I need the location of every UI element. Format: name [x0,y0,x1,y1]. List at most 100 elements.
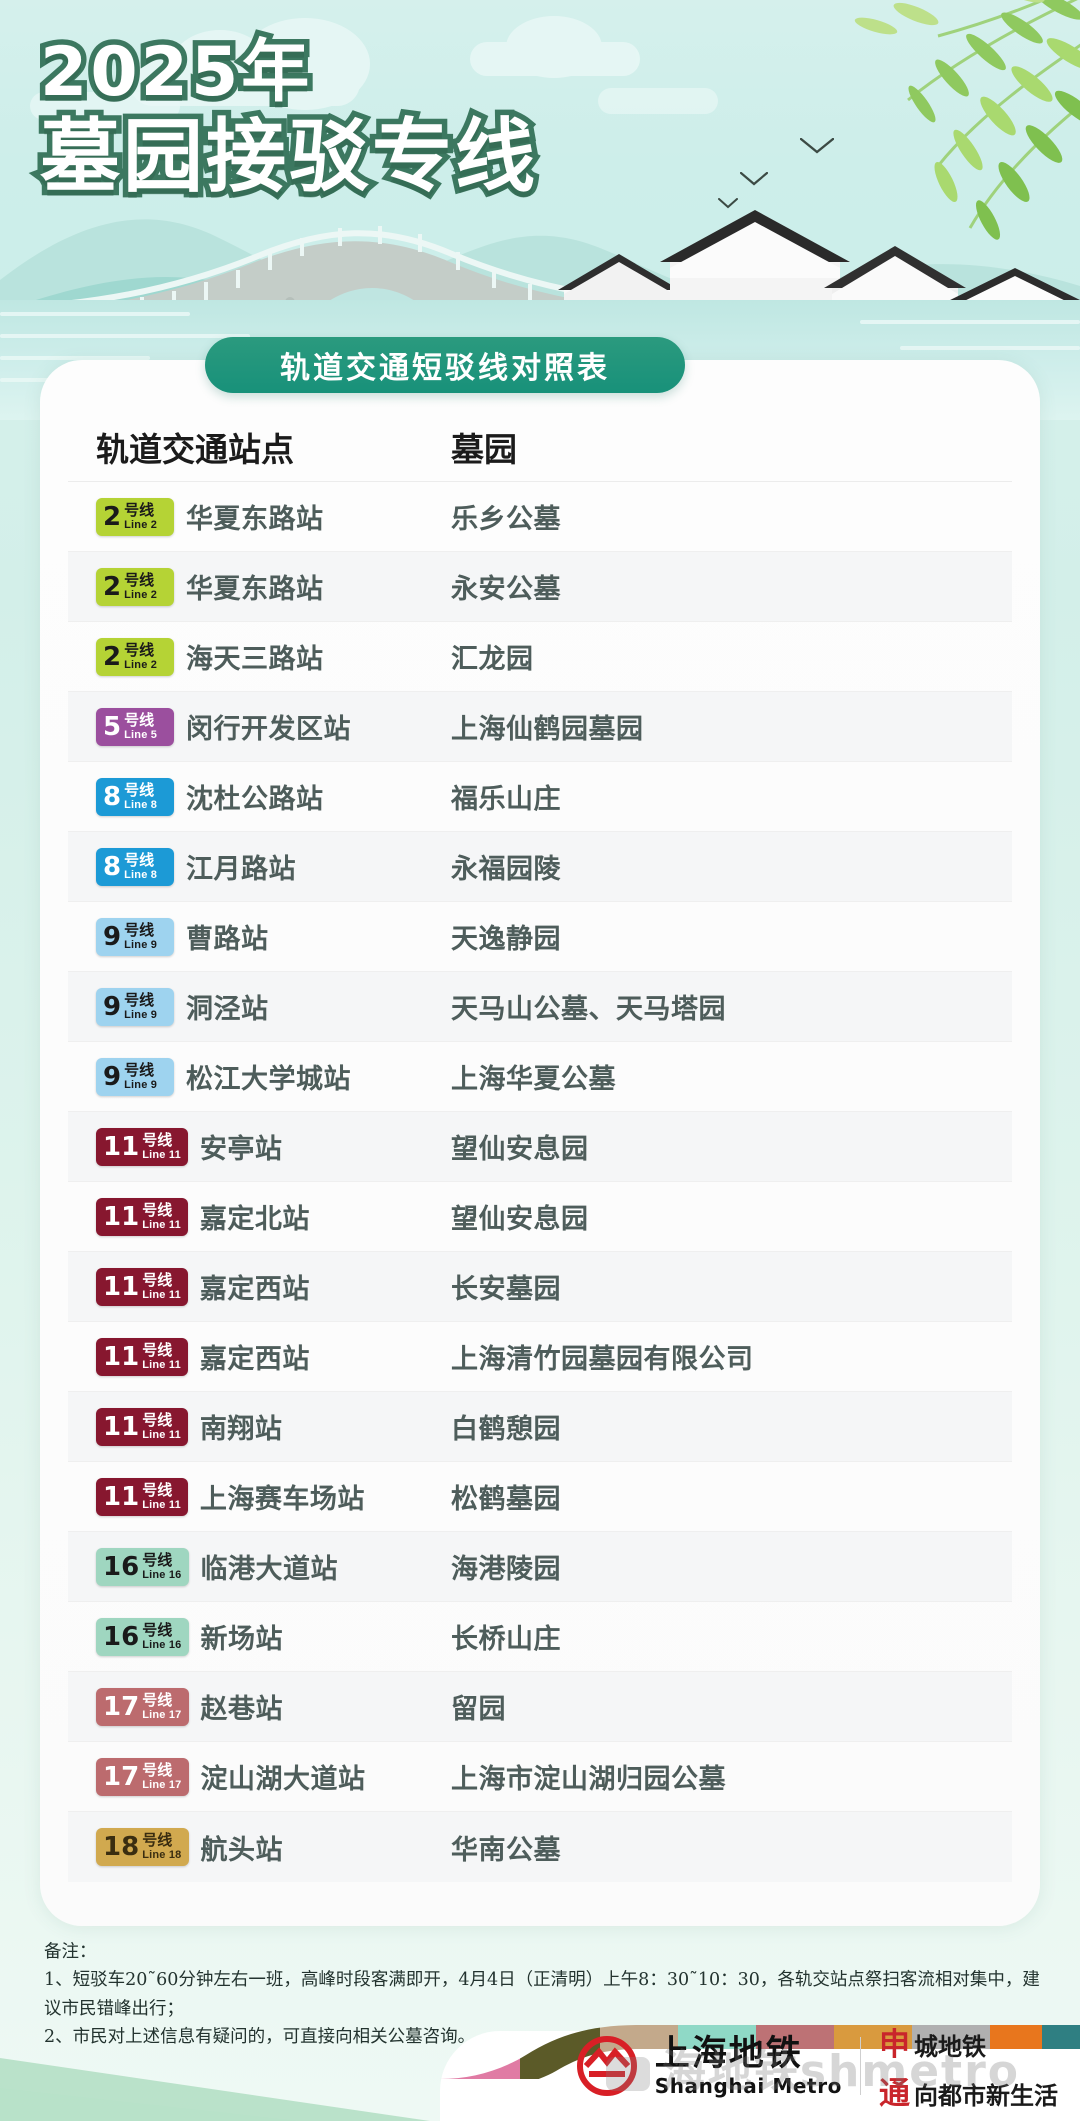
line-badge-text: 号线 Line 5 [124,713,157,741]
cell-cemetery: 上海清竹园墓园有限公司 [451,1337,984,1376]
line-badge-cn: 号线 [142,1832,173,1849]
cell-cemetery: 望仙安息园 [451,1197,984,1236]
line-badge-cn: 号线 [124,991,155,1009]
line-badge-number: 9 [103,1061,122,1092]
cemetery-name: 天马山公墓、天马塔园 [451,994,726,1025]
station-name: 赵巷站 [200,1694,283,1725]
cemetery-name: 上海仙鹤园墓园 [451,714,644,745]
line-badge-number: 16 [103,1551,140,1582]
line-badge-text: 号线 Line 11 [142,1343,181,1371]
line-badge-text: 号线 Line 8 [124,853,157,881]
cell-cemetery: 长桥山庄 [451,1617,984,1656]
cell-station: 2 号线 Line 2 华夏东路站 [96,567,451,606]
cell-station: 5 号线 Line 5 闵行开发区站 [96,707,451,746]
cemetery-name: 松鹤墓园 [451,1484,561,1515]
cell-station: 16 号线 Line 16 新场站 [96,1617,451,1656]
table-row: 18 号线 Line 18 航头站 华南公墓 [68,1812,1012,1882]
cemetery-name: 永福园陵 [451,854,561,885]
watermark-badge-icon [606,2057,650,2091]
slogan-text-2: 向都市新生活 [914,2081,1058,2110]
station-name: 航头站 [200,1834,283,1866]
cemetery-name: 福乐山庄 [451,784,561,815]
line-badge-en: Line 11 [142,1218,181,1231]
table-row: 9 号线 Line 9 曹路站 天逸静园 [68,902,1012,972]
station-name: 松江大学城站 [186,1064,351,1095]
line-badge-en: Line 17 [142,1708,182,1721]
line-badge-cn: 号线 [124,711,155,729]
station-name: 华夏东路站 [186,504,324,535]
title-line-main: 墓园接驳专线 [35,109,541,203]
station-name: 闵行开发区站 [186,714,351,745]
table-body: 2 号线 Line 2 华夏东路站 乐乡公墓 2 号线 Line 2 华夏东路站 永安公墓 2 号线 L… [68,482,1012,1882]
metro-slogan: 申 城地铁 通 向都市新生活 [879,2019,1058,2113]
line-badge-number: 8 [103,851,122,882]
bird-icon [740,172,768,188]
line-badge-cn: 号线 [142,1201,173,1219]
column-header-cemetery: 墓园 [451,430,517,469]
line-badge-text: 号线 Line 11 [142,1273,181,1301]
table-row: 11 号线 Line 11 南翔站 白鹤憩园 [68,1392,1012,1462]
station-name: 江月路站 [186,854,296,885]
line-badge-text: 号线 Line 9 [124,993,157,1021]
line-badge-en: Line 11 [142,1498,181,1511]
cell-station: 11 号线 Line 11 嘉定西站 [96,1337,451,1376]
line-badge-icon: 9 号线 Line 9 [96,917,174,956]
table-row: 16 号线 Line 16 新场站 长桥山庄 [68,1602,1012,1672]
cemetery-name: 上海华夏公墓 [451,1064,616,1095]
notes-item-1: 1、短驳车20˜60分钟左右一班，高峰时段客满即开，4月4日（正清明）上午8：3… [44,1970,1040,2019]
table-row: 17 号线 Line 17 淀山湖大道站 上海市淀山湖归园公墓 [68,1742,1012,1812]
footer: 海地铁shmetro 上海地铁 Shanghai Metro 申 城地铁 [0,2016,1080,2121]
section-banner-label: 轨道交通短驳线对照表 [280,351,610,386]
cloud-icon [130,18,370,110]
line-badge-cn: 号线 [124,921,155,939]
line-badge-cn: 号线 [142,1621,173,1639]
station-name: 海天三路站 [186,644,324,675]
line-badge-number: 2 [103,571,122,602]
line-badge-text: 号线 Line 18 [142,1833,181,1861]
line-badge-en: Line 11 [142,1358,181,1371]
slogan-char-tong: 通 [879,2076,910,2112]
table-row: 11 号线 Line 11 安亭站 望仙安息园 [68,1112,1012,1182]
table-row: 11 号线 Line 11 嘉定西站 长安墓园 [68,1252,1012,1322]
cell-station: 9 号线 Line 9 松江大学城站 [96,1057,451,1096]
line-badge-cn: 号线 [142,1341,173,1359]
table-row: 9 号线 Line 9 洞泾站 天马山公墓、天马塔园 [68,972,1012,1042]
cell-cemetery: 海港陵园 [451,1547,984,1586]
station-name: 洞泾站 [186,994,269,1025]
cemetery-name: 华南公墓 [451,1834,561,1866]
line-badge-cn: 号线 [142,1131,173,1149]
cell-station: 17 号线 Line 17 赵巷站 [96,1687,451,1726]
cell-station: 8 号线 Line 8 江月路站 [96,847,451,886]
line-badge-text: 号线 Line 8 [124,783,157,811]
line-badge-number: 11 [103,1271,140,1302]
cemetery-name: 留园 [451,1694,506,1725]
line-badge-icon: 17 号线 Line 17 [96,1757,189,1796]
line-badge-en: Line 11 [142,1288,181,1301]
notes-block: 备注： 1、短驳车20˜60分钟左右一班，高峰时段客满即开，4月4日（正清明）上… [44,1938,1044,2051]
cemetery-name: 汇龙园 [451,644,534,675]
cell-cemetery: 永福园陵 [451,847,984,886]
line-badge-text: 号线 Line 9 [124,923,157,951]
table-row: 2 号线 Line 2 华夏东路站 永安公墓 [68,552,1012,622]
line-badge-en: Line 9 [124,1008,158,1021]
cell-cemetery: 长安墓园 [451,1267,984,1306]
table-row: 11 号线 Line 11 嘉定北站 望仙安息园 [68,1182,1012,1252]
notes-item-2: 2、市民对上述信息有疑问的，可直接向相关公墓咨询。 [44,2027,476,2048]
cloud-icon [30,92,180,120]
line-badge-icon: 16 号线 Line 16 [96,1617,189,1656]
station-name: 安亭站 [199,1134,283,1165]
line-badge-cn: 号线 [142,1411,173,1429]
line-badge-en: Line 11 [142,1428,181,1441]
line-badge-text: 号线 Line 11 [142,1203,181,1231]
line-badge-cn: 号线 [142,1691,173,1709]
station-name: 沈杜公路站 [186,784,324,815]
cell-cemetery: 天马山公墓、天马塔园 [451,987,984,1026]
cell-cemetery: 华南公墓 [451,1828,984,1867]
table-row: 17 号线 Line 17 赵巷站 留园 [68,1672,1012,1742]
line-badge-number: 11 [103,1341,140,1372]
line-badge-number: 9 [103,991,122,1022]
line-badge-icon: 2 号线 Line 2 [96,567,174,606]
shuttle-table-card: 轨道交通站点 墓园 2 号线 Line 2 华夏东路站 乐乡公墓 2 号线 Line 2 华夏东… [40,360,1040,1926]
table-row: 2 号线 Line 2 海天三路站 汇龙园 [68,622,1012,692]
